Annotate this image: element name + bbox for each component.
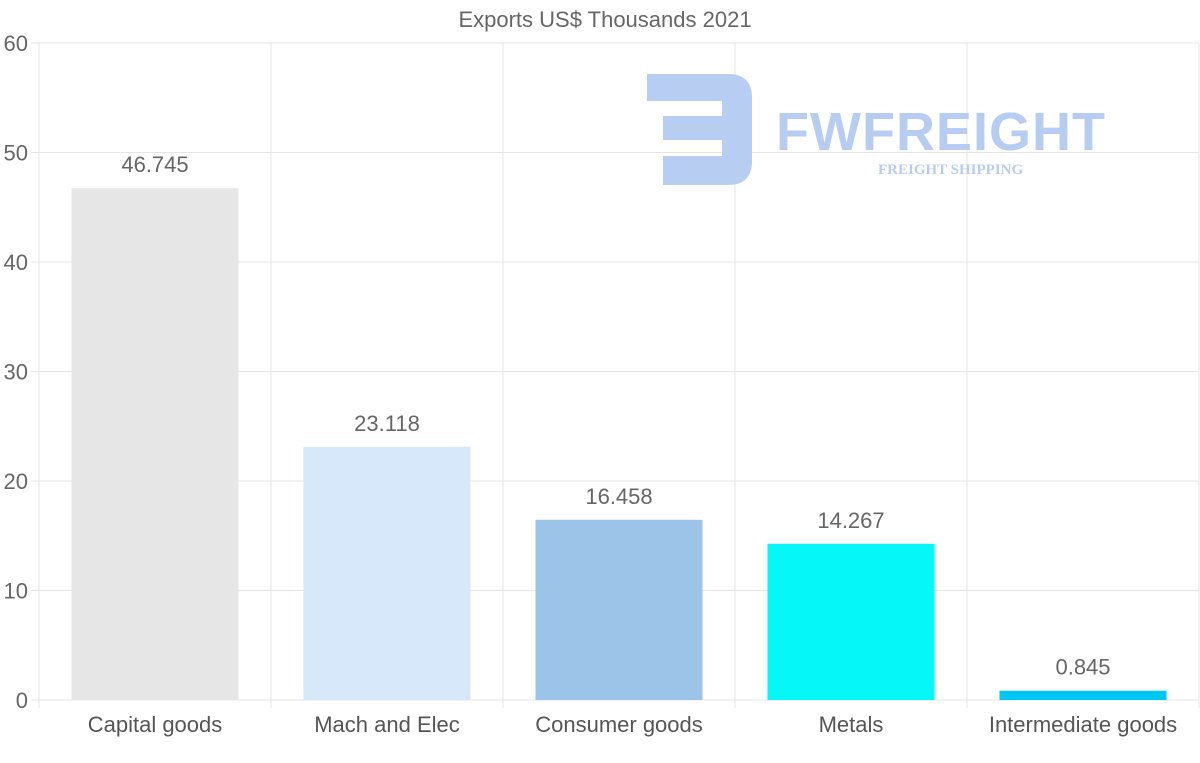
x-category-label: Consumer goods bbox=[535, 712, 703, 737]
bar-value-label: 0.845 bbox=[1055, 655, 1110, 680]
bar bbox=[71, 188, 239, 700]
x-axis-categories: Capital goods Mach and Elec Consumer goods… bbox=[88, 712, 1177, 737]
value-labels: 46.745 23.118 16.458 14.267 0.845 bbox=[121, 152, 1110, 680]
bars bbox=[71, 188, 1167, 700]
bar-value-label: 46.745 bbox=[121, 152, 188, 177]
bar bbox=[999, 690, 1167, 700]
bar bbox=[767, 543, 935, 700]
x-category-label: Intermediate goods bbox=[989, 712, 1177, 737]
bar-value-label: 23.118 bbox=[354, 411, 420, 436]
bar-value-label: 16.458 bbox=[585, 484, 652, 509]
y-tick-label: 10 bbox=[4, 579, 28, 604]
bar bbox=[535, 519, 703, 700]
y-tick-label: 0 bbox=[16, 688, 28, 713]
y-tick-label: 50 bbox=[4, 141, 28, 166]
watermark-tagline: FREIGHT SHIPPING bbox=[878, 162, 1023, 178]
y-tick-label: 30 bbox=[4, 360, 28, 385]
x-category-label: Metals bbox=[819, 712, 884, 737]
x-category-label: Mach and Elec bbox=[314, 712, 460, 737]
y-tick-label: 40 bbox=[4, 250, 28, 275]
x-category-label: Capital goods bbox=[88, 712, 223, 737]
bar bbox=[303, 446, 471, 700]
y-tick-label: 20 bbox=[4, 469, 28, 494]
y-tick-label: 60 bbox=[4, 31, 28, 56]
fwfreight-logo-icon bbox=[647, 74, 752, 185]
watermark-name: FWFREIGHT bbox=[776, 102, 1106, 162]
chart-title: Exports US$ Thousands 2021 bbox=[458, 7, 751, 32]
fwfreight-watermark: FWFREIGHT FREIGHT SHIPPING bbox=[647, 74, 1106, 185]
bar-value-label: 14.267 bbox=[817, 508, 884, 533]
y-axis-ticks: 0 10 20 30 40 50 60 bbox=[4, 31, 28, 713]
